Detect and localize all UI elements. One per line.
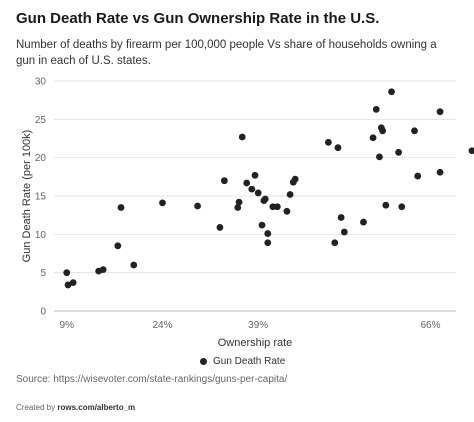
y-tick-label: 30 — [35, 77, 47, 88]
data-point — [69, 279, 77, 287]
data-point — [436, 168, 444, 176]
data-point — [159, 199, 166, 207]
data-point — [273, 203, 281, 211]
x-tick-label: 9% — [60, 320, 75, 331]
y-tick-label: 10 — [35, 230, 47, 241]
data-point — [264, 230, 272, 237]
data-point — [64, 281, 72, 289]
y-tick-label: 15 — [35, 192, 47, 203]
data-point — [254, 189, 262, 197]
data-point — [114, 242, 122, 250]
data-point — [130, 261, 138, 269]
data-point — [436, 108, 444, 116]
legend-marker-icon — [200, 358, 207, 365]
y-tick-label: 0 — [40, 307, 46, 318]
data-point — [388, 88, 395, 96]
data-point — [216, 224, 224, 231]
source-note: Source: https://wisevoter.com/state-rank… — [16, 374, 288, 385]
data-point — [468, 147, 474, 155]
data-point — [283, 207, 291, 215]
x-tick-label: 39% — [248, 320, 268, 331]
data-point — [382, 201, 390, 209]
data-point — [395, 148, 402, 156]
data-point — [261, 195, 269, 203]
chart-subtitle: Number of deaths by firearm per 100,000 … — [16, 39, 437, 67]
data-point — [194, 202, 201, 210]
data-point — [414, 172, 422, 180]
data-point — [258, 221, 266, 229]
data-point — [291, 175, 299, 183]
data-point — [340, 228, 348, 236]
y-tick-label: 5 — [40, 268, 46, 279]
y-axis-label: Gun Death Rate (per 100k) — [21, 130, 33, 263]
credit-prefix: Created by — [16, 403, 58, 412]
data-point — [398, 203, 406, 211]
legend-label: Gun Death Rate — [213, 356, 286, 367]
chart-title: Gun Death Rate vs Gun Ownership Rate in … — [16, 10, 380, 27]
data-point — [286, 191, 294, 198]
data-point — [99, 266, 107, 273]
x-tick-label: 24% — [152, 320, 172, 331]
x-axis-label: Ownership rate — [218, 337, 293, 349]
data-point — [234, 204, 242, 211]
data-point — [235, 198, 243, 206]
y-tick-label: 25 — [35, 115, 47, 126]
data-point — [334, 144, 342, 152]
y-tick-label: 20 — [35, 153, 47, 164]
data-point — [379, 127, 387, 135]
data-point — [337, 214, 345, 221]
data-point — [372, 105, 380, 113]
x-tick-label: 66% — [420, 320, 440, 331]
data-point — [369, 134, 377, 142]
data-point — [411, 127, 418, 135]
data-point — [264, 239, 272, 247]
data-point — [220, 177, 228, 185]
scatter-chart: 0 5 10 15 20 25 30 9% 24% 39% 66% Ownership rate Gun… — [21, 77, 474, 349]
data-point — [63, 269, 71, 277]
data-point — [248, 185, 256, 193]
data-point — [251, 171, 259, 179]
legend: Gun Death Rate — [200, 356, 285, 367]
data-point — [331, 239, 339, 247]
credit-line: Created by rows.com/alberto_m — [16, 403, 135, 412]
data-point — [376, 153, 383, 161]
data-point — [117, 204, 125, 211]
credit-link[interactable]: rows.com/alberto_m — [57, 403, 136, 412]
data-point — [324, 138, 332, 146]
data-point — [243, 179, 251, 187]
data-point — [360, 218, 367, 226]
data-point — [238, 133, 246, 141]
